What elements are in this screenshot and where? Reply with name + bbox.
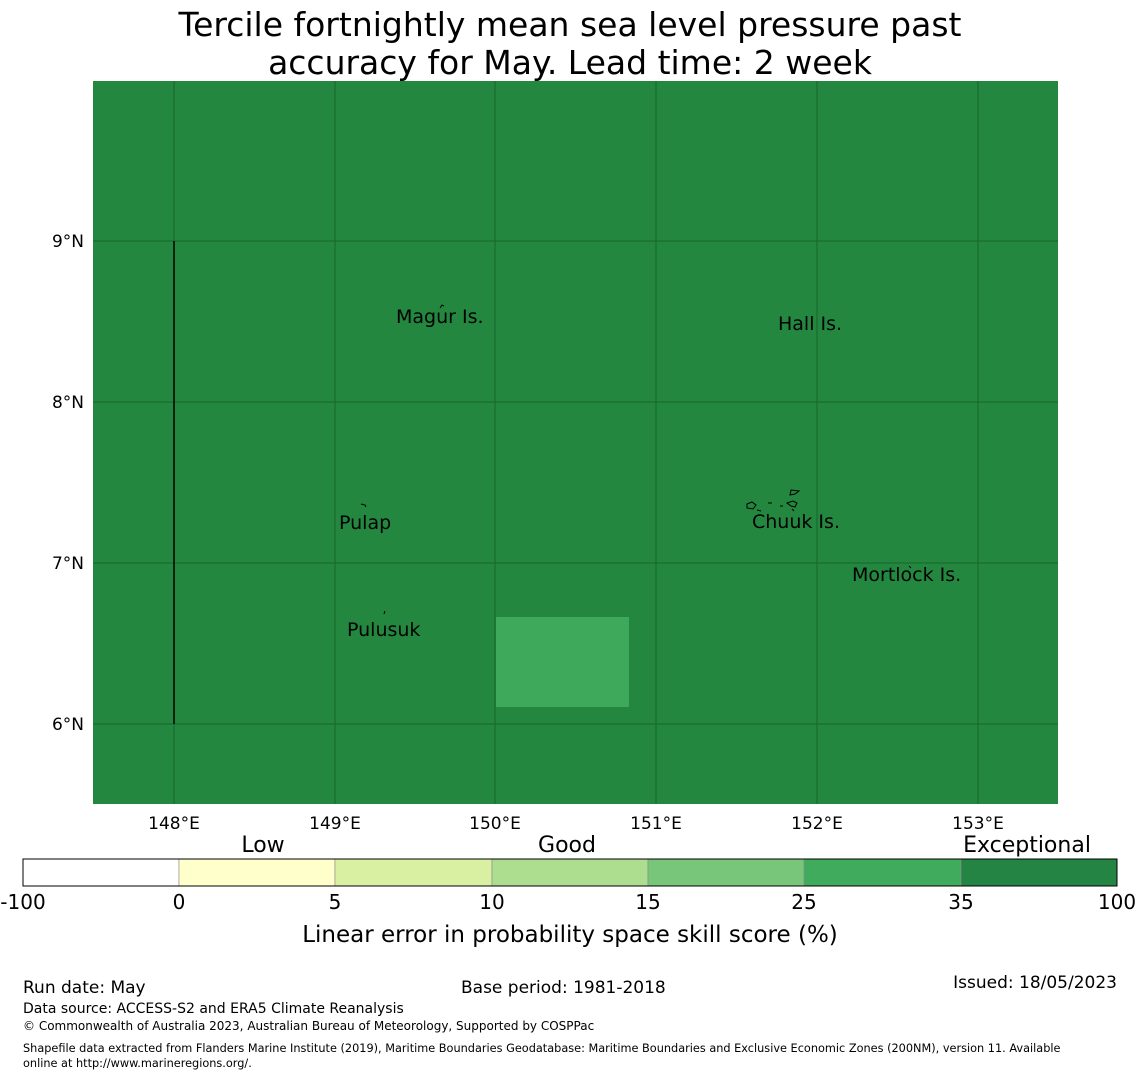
place-label: Mortlock Is. (852, 564, 961, 586)
colorbar-label: Linear error in probability space skill … (302, 922, 838, 948)
colorbar-tick-label: 25 (791, 890, 816, 914)
colorbar-cell (491, 858, 649, 887)
data-source: Data source: ACCESS-S2 and ERA5 Climate … (23, 1001, 404, 1017)
place-label: Pulap (339, 512, 391, 534)
copyright: © Commonwealth of Australia 2023, Austra… (23, 1019, 595, 1033)
island-pulap (360, 503, 367, 508)
colorbar: Low Good Exceptional -100 0 5 10 15 25 35 100 Lin… (0, 833, 1136, 948)
colorbar-tick-label: 35 (948, 890, 973, 914)
skill-cell-highlight (496, 617, 629, 707)
lat-tick-labels: 9°N 8°N 7°N 6°N (52, 232, 84, 735)
title-line-1: Tercile fortnightly mean sea level press… (178, 5, 962, 44)
colorbar-cell (22, 858, 180, 887)
colorbar-tick-label: -100 (0, 890, 45, 914)
issued-date: Issued: 18/05/2023 (953, 973, 1117, 993)
colorbar-cell (960, 858, 1118, 887)
chart-title: Tercile fortnightly mean sea level press… (0, 6, 1140, 82)
lon-tick-labels: 148°E 149°E 150°E 151°E 152°E 153°E (148, 814, 1004, 834)
colorbar-cell (178, 858, 336, 887)
lat-tick-label: 6°N (52, 715, 84, 735)
place-label: Chuuk Is. (752, 511, 840, 533)
island-chuuk-3 (785, 500, 798, 508)
place-label: Magur Is. (396, 306, 484, 328)
place-labels: Magur Is. Hall Is. Pulap Chuuk Is. Mortlock … (339, 306, 961, 641)
colorbar-tick-label: 15 (635, 890, 660, 914)
colorbar-tick-label: 100 (1098, 890, 1136, 914)
lon-tick-label: 149°E (309, 814, 361, 834)
island-chuuk-2 (746, 501, 757, 510)
colorbar-cells (22, 858, 1118, 887)
lon-tick-label: 153°E (952, 814, 1004, 834)
lat-tick-label: 9°N (52, 232, 84, 252)
title-line-2: accuracy for May. Lead time: 2 week (268, 43, 872, 82)
colorbar-frame (22, 858, 1118, 887)
island-chuuk-1 (789, 489, 801, 496)
lon-tick-label: 148°E (148, 814, 200, 834)
colorbar-tick-label: 10 (479, 890, 504, 914)
island-pulusuk (383, 610, 386, 615)
colorbar-cell (803, 858, 962, 887)
lon-tick-label: 152°E (791, 814, 843, 834)
lat-tick-label: 7°N (52, 554, 84, 574)
colorbar-cell (647, 858, 805, 887)
island-magur (439, 304, 445, 309)
map-area: Magur Is. Hall Is. Pulap Chuuk Is. Mortlock … (93, 81, 1058, 804)
colorbar-category-label: Low (241, 833, 284, 858)
shapefile-credit-line-1: Shapefile data extracted from Flanders M… (23, 1042, 1061, 1055)
lon-tick-label: 151°E (630, 814, 682, 834)
run-date: Run date: May (23, 978, 146, 998)
colorbar-tick-label: 5 (329, 890, 342, 914)
place-label: Hall Is. (778, 313, 842, 335)
island-outlines (360, 304, 912, 615)
colorbar-categories: Low Good Exceptional (241, 833, 1091, 858)
place-label: Pulusuk (347, 619, 420, 641)
base-period: Base period: 1981-2018 (461, 978, 666, 998)
colorbar-tick-label: 0 (173, 890, 186, 914)
colorbar-category-label: Good (538, 833, 596, 858)
lon-tick-label: 150°E (469, 814, 521, 834)
island-mortlock (908, 565, 912, 569)
island-chuuk-4 (756, 502, 795, 512)
colorbar-tick-labels: -100 0 5 10 15 25 35 100 (0, 890, 1136, 914)
gridlines (93, 81, 1058, 804)
shapefile-credit-line-2: online at http://www.marineregions.org/. (23, 1057, 252, 1070)
colorbar-cell (334, 858, 493, 887)
lat-tick-label: 8°N (52, 393, 84, 413)
colorbar-category-label: Exceptional (963, 833, 1091, 858)
